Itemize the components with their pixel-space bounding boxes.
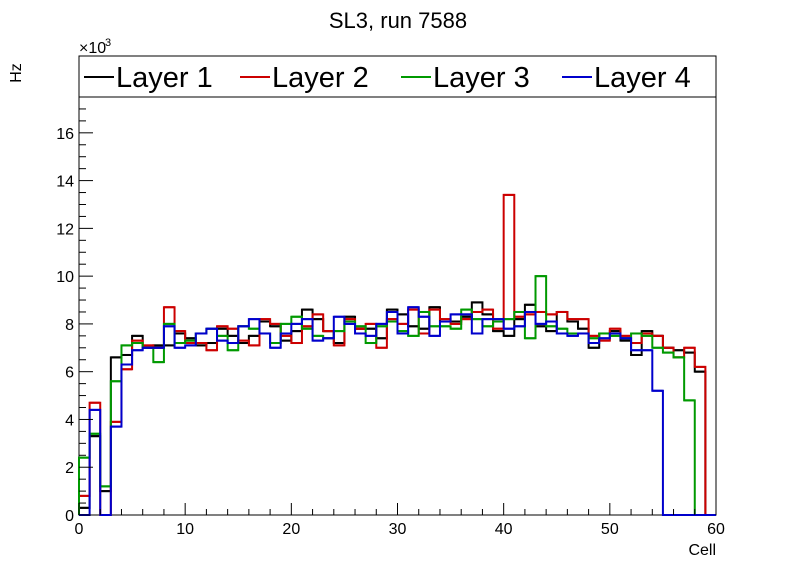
y-multiplier: ×10 3	[79, 37, 111, 57]
series-line	[78, 193, 716, 516]
series-layer	[78, 193, 716, 516]
x-tick-label: 50	[601, 521, 619, 538]
series-4	[79, 306, 716, 516]
y-tick-label: 12	[56, 221, 74, 238]
chart-title: SL3, run 7588	[329, 8, 467, 33]
y-tick-label: 14	[56, 174, 74, 191]
y-tick-label: 8	[65, 317, 74, 334]
axes: 0 10 20 30 40 50 60 0 2 4 6 8 10 12 14 16	[56, 96, 725, 538]
legend-entry: Layer 2	[240, 62, 369, 94]
plot-frame	[78, 96, 717, 516]
legend-label: Layer 2	[272, 62, 369, 94]
x-tick-label: 30	[389, 521, 407, 538]
legend-label: Layer 4	[594, 62, 691, 94]
legend-entry: Layer 4	[562, 62, 691, 94]
y-multiplier-exponent: 3	[105, 37, 111, 49]
legend: Layer 1 Layer 2 Layer 3 Layer 4	[78, 55, 717, 98]
legend-label: Layer 3	[433, 62, 530, 94]
y-tick-label: 0	[65, 508, 74, 525]
y-tick-label: 10	[56, 269, 74, 286]
x-tick-label: 20	[282, 521, 300, 538]
x-tick-label: 40	[495, 521, 513, 538]
series-2	[78, 193, 716, 516]
y-tick-label: 2	[65, 460, 74, 477]
x-tick-label: 10	[176, 521, 194, 538]
legend-label: Layer 1	[116, 62, 213, 94]
legend-entry: Layer 3	[401, 62, 530, 94]
y-tick-label: 16	[56, 126, 74, 143]
y-axis-label: Hz	[8, 63, 25, 83]
legend-entry: Layer 1	[84, 62, 213, 94]
x-tick-label: 60	[707, 521, 725, 538]
y-multiplier-base: ×10	[79, 40, 106, 57]
x-axis-label: Cell	[688, 542, 716, 559]
y-tick-label: 4	[65, 412, 74, 429]
y-tick-label: 6	[65, 365, 74, 382]
x-tick-label: 0	[75, 521, 84, 538]
